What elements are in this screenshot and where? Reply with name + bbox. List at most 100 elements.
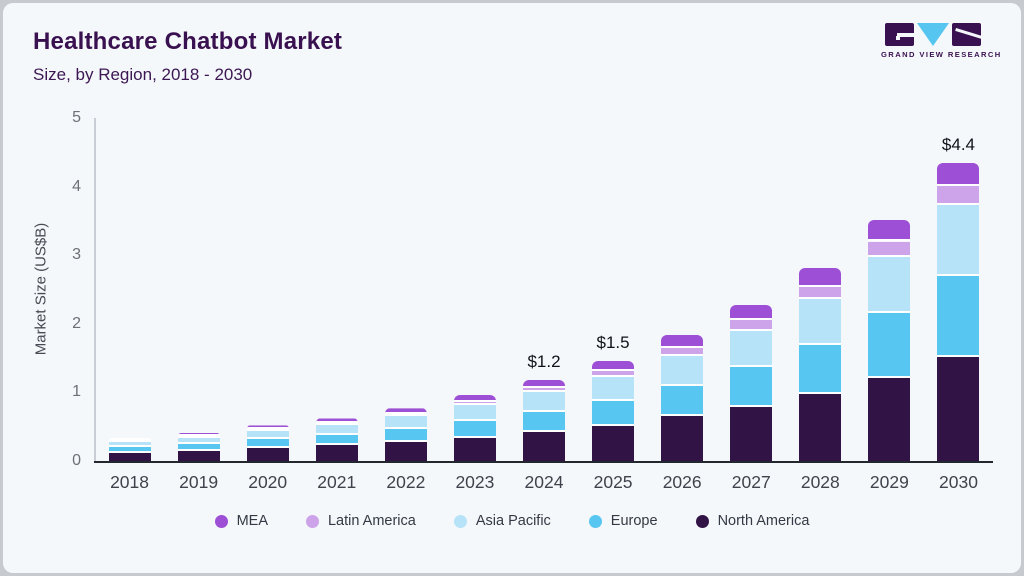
- bar-segment-north-america: [522, 431, 565, 461]
- stacked-bar-2024: $1.2: [522, 118, 565, 461]
- bar-segment-north-america: [177, 450, 220, 461]
- bar-segment-latin-america: [177, 435, 220, 438]
- x-tick-label-2029: 2029: [869, 472, 909, 492]
- bar-segment-mea: [592, 360, 635, 372]
- total-value-label: $1.5: [596, 332, 630, 352]
- legend-dot-icon: [695, 514, 709, 528]
- bar-segment-latin-america: [730, 320, 773, 331]
- bar-segment-asia-pacific: [868, 257, 911, 313]
- x-tick-label-2019: 2019: [179, 472, 219, 492]
- bar-segment-europe: [384, 428, 427, 442]
- bar-segment-asia-pacific: [661, 356, 704, 386]
- bar-segment-asia-pacific: [730, 330, 773, 368]
- x-tick-label-2028: 2028: [800, 472, 840, 492]
- x-tick-label-2021: 2021: [317, 472, 357, 492]
- bar-segment-latin-america: [868, 241, 911, 258]
- bar-segment-mea: [453, 395, 496, 403]
- bar-segment-north-america: [315, 445, 358, 461]
- gvr-logo: GRAND VIEW RESEARCH: [881, 23, 1000, 59]
- bar-slot-2019: [164, 118, 233, 461]
- bar-segment-europe: [522, 411, 565, 432]
- bar-segment-latin-america: [246, 428, 289, 431]
- bar-segment-europe: [592, 400, 635, 427]
- x-tick-label-2026: 2026: [662, 472, 702, 492]
- bar-segment-mea: [315, 418, 358, 424]
- x-tick-label-2023: 2023: [455, 472, 495, 492]
- total-value-label: $4.4: [941, 134, 975, 154]
- x-tick-label-2020: 2020: [248, 472, 288, 492]
- bar-segment-north-america: [453, 437, 496, 461]
- logo-r-block-icon: [952, 23, 981, 46]
- legend-item-asia-pacific: Asia Pacific: [453, 513, 551, 529]
- bar-segment-europe: [453, 421, 496, 438]
- bar-segment-north-america: [799, 393, 842, 461]
- stacked-bar-2030: $4.4: [937, 118, 980, 461]
- bar-segment-north-america: [384, 441, 427, 461]
- y-axis-title: Market Size (US$B): [32, 222, 50, 356]
- bar-segment-asia-pacific: [108, 441, 151, 448]
- y-axis-ticks: 0 1 2 3 4 5: [49, 109, 81, 469]
- bar-segment-europe: [799, 345, 842, 394]
- legend-label: Latin America: [327, 513, 416, 529]
- x-axis-line: [94, 461, 993, 463]
- bar-slot-2029: [855, 118, 924, 461]
- bar-segment-latin-america: [453, 402, 496, 406]
- bar-segment-north-america: [108, 452, 151, 461]
- bar-segment-mea: [868, 220, 911, 242]
- stacked-bar-2029: [868, 118, 911, 461]
- x-tick-label-2022: 2022: [386, 472, 426, 492]
- bar-segment-north-america: [661, 416, 704, 461]
- bar-segment-europe: [661, 385, 704, 417]
- chart-card: Healthcare Chatbot Market Size, by Regio…: [3, 3, 1021, 573]
- bar-slot-2023: [440, 118, 509, 461]
- bar-slot-2030: $4.4: [924, 118, 993, 461]
- page-subtitle: Size, by Region, 2018 - 2030: [33, 65, 253, 84]
- y-tick-label: 2: [72, 314, 81, 332]
- legend-dot-icon: [453, 514, 467, 528]
- bar-segment-europe: [108, 447, 151, 453]
- bar-segment-latin-america: [315, 423, 358, 426]
- plot-area: $1.2 $1.5 $4.4: [95, 118, 993, 461]
- bar-segment-asia-pacific: [315, 425, 358, 435]
- y-tick-label: 5: [72, 109, 81, 126]
- bar-segment-asia-pacific: [799, 299, 842, 346]
- stacked-bar-2021: [315, 118, 358, 461]
- bar-segment-europe: [730, 367, 773, 407]
- bar-segment-asia-pacific: [592, 376, 635, 401]
- x-tick-label-2025: 2025: [593, 472, 633, 492]
- bar-slot-2022: [371, 118, 440, 461]
- stacked-bar-2018: [108, 118, 151, 461]
- legend-label: Asia Pacific: [475, 513, 551, 529]
- legend-dot-icon: [305, 514, 319, 528]
- y-tick-label: 4: [72, 177, 81, 195]
- bar-segment-asia-pacific: [522, 392, 565, 412]
- bar-segment-north-america: [592, 426, 635, 461]
- y-axis-line: [94, 118, 96, 461]
- stacked-bar-2019: [177, 118, 220, 461]
- bar-segment-latin-america: [799, 286, 842, 300]
- bar-segment-latin-america: [937, 185, 980, 206]
- x-tick-label-2027: 2027: [731, 472, 771, 492]
- legend-dot-icon: [588, 514, 602, 528]
- bar-segment-europe: [868, 312, 911, 378]
- y-tick-label: 1: [72, 383, 81, 401]
- bar-segment-latin-america: [661, 347, 704, 357]
- chart-legend: MEA Latin America Asia Pacific Europe North …: [3, 513, 1021, 529]
- stacked-bar-2025: $1.5: [592, 118, 635, 461]
- bar-segment-mea: [246, 425, 289, 429]
- stacked-bar-2020: [246, 118, 289, 461]
- stacked-bar-2026: [661, 118, 704, 461]
- bar-segment-mea: [384, 408, 427, 414]
- legend-item-mea: MEA: [214, 513, 268, 529]
- logo-g-notch: [896, 33, 914, 40]
- bar-segment-asia-pacific: [246, 430, 289, 440]
- bar-segment-latin-america: [592, 371, 635, 377]
- bar-segment-north-america: [937, 357, 980, 461]
- bar-segment-mea: [522, 380, 565, 389]
- bar-segment-latin-america: [108, 439, 151, 442]
- bar-slot-2028: [786, 118, 855, 461]
- bar-slot-2027: [717, 118, 786, 461]
- bar-slot-2021: [302, 118, 371, 461]
- y-tick-label: 3: [72, 246, 81, 264]
